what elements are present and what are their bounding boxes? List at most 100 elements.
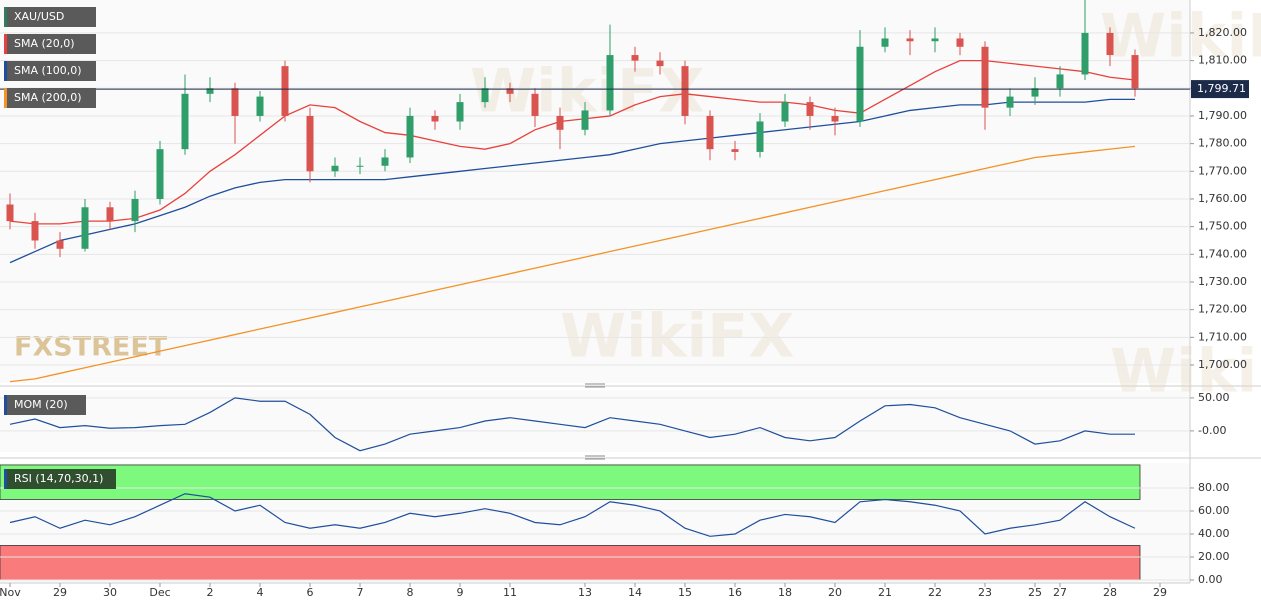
x-tick-label: 16 bbox=[728, 586, 742, 599]
x-tick-label: 11 bbox=[503, 586, 517, 599]
resize-handle[interactable] bbox=[585, 383, 605, 460]
legend-label: RSI (14,70,30,1) bbox=[14, 472, 103, 485]
legend-box[interactable] bbox=[4, 395, 86, 415]
indicator-line bbox=[9, 493, 1136, 537]
candle-body bbox=[1081, 32, 1089, 75]
legend-label: SMA (100,0) bbox=[14, 64, 82, 77]
candle-body bbox=[481, 88, 489, 103]
x-tick-label: 15 bbox=[678, 586, 692, 599]
candle-body bbox=[56, 240, 64, 249]
y-tick-label: 0.00 bbox=[1198, 573, 1223, 586]
legend-box[interactable] bbox=[4, 61, 96, 81]
candle-body bbox=[406, 115, 414, 158]
x-tick-label: 18 bbox=[778, 586, 792, 599]
candle-body bbox=[356, 165, 364, 167]
candle-body bbox=[206, 88, 214, 94]
watermark: WikiFX bbox=[1110, 337, 1261, 407]
candle-body bbox=[381, 157, 389, 166]
sma-line bbox=[9, 98, 1135, 264]
candle-body bbox=[231, 88, 239, 116]
legend-box[interactable] bbox=[4, 34, 96, 54]
indicator-line bbox=[9, 397, 1135, 452]
legend-label: SMA (20,0) bbox=[14, 37, 75, 50]
rsi-band bbox=[0, 545, 1141, 581]
legend-label: MOM (20) bbox=[14, 398, 68, 411]
x-tick-label: 2 bbox=[207, 586, 214, 599]
x-tick-label: 13 bbox=[578, 586, 592, 599]
candle-body bbox=[731, 149, 739, 152]
candle-body bbox=[956, 38, 964, 47]
y-tick-label: 60.00 bbox=[1198, 504, 1230, 517]
main-panel bbox=[0, 0, 1190, 383]
y-tick-label: 1,750.00 bbox=[1198, 220, 1247, 233]
y-tick-label: 1,730.00 bbox=[1198, 275, 1247, 288]
x-tick-label: 9 bbox=[457, 586, 464, 599]
y-tick-label: 1,720.00 bbox=[1198, 303, 1247, 316]
x-tick-label: Dec bbox=[149, 586, 170, 599]
y-tick-label: 1,710.00 bbox=[1198, 330, 1247, 343]
candle-body bbox=[331, 165, 339, 172]
y-tick-label: 1,700.00 bbox=[1198, 358, 1247, 371]
legend-swatch bbox=[4, 7, 7, 27]
x-tick-label: 29 bbox=[53, 586, 67, 599]
legend-swatch bbox=[4, 88, 7, 108]
x-tick-label: 29 bbox=[1153, 586, 1167, 599]
x-tick-label: 23 bbox=[978, 586, 992, 599]
y-tick-label: 80.00 bbox=[1198, 481, 1230, 494]
candle-body bbox=[856, 46, 864, 122]
legend-swatch bbox=[4, 469, 7, 489]
y-tick-label: -0.00 bbox=[1198, 424, 1226, 437]
last-price-box bbox=[1191, 80, 1249, 99]
candle-body bbox=[831, 115, 839, 122]
y-tick-label: 20.00 bbox=[1198, 550, 1230, 563]
y-tick-label: 1,740.00 bbox=[1198, 247, 1247, 260]
candle-body bbox=[431, 115, 439, 122]
y-tick-label: 1,810.00 bbox=[1198, 54, 1247, 67]
candle-body bbox=[706, 115, 714, 150]
y-tick-label: 1,790.00 bbox=[1198, 109, 1247, 122]
legend-swatch bbox=[4, 395, 7, 415]
candle-body bbox=[681, 66, 689, 116]
y-tick-label: 1,780.00 bbox=[1198, 137, 1247, 150]
x-tick-label: 4 bbox=[257, 586, 264, 599]
candle-body bbox=[656, 60, 664, 67]
candle-body bbox=[6, 204, 14, 222]
y-tick-label: 40.00 bbox=[1198, 527, 1230, 540]
legend-label: XAU/USD bbox=[14, 10, 64, 23]
candle-body bbox=[81, 207, 89, 249]
y-tick-label: 1,770.00 bbox=[1198, 164, 1247, 177]
x-tick-label: 20 bbox=[828, 586, 842, 599]
candle-body bbox=[806, 102, 814, 116]
rsi-band bbox=[0, 464, 1141, 500]
candle-body bbox=[906, 38, 914, 42]
candle-body bbox=[181, 93, 189, 150]
legend-box[interactable] bbox=[4, 88, 96, 108]
legend-label: SMA (200,0) bbox=[14, 91, 82, 104]
legend-box[interactable] bbox=[4, 7, 96, 27]
legend-box[interactable] bbox=[4, 469, 116, 489]
candle-body bbox=[581, 110, 589, 130]
candle-body bbox=[106, 207, 114, 222]
candle-body bbox=[781, 102, 789, 122]
candle-body bbox=[556, 115, 564, 130]
candle-body bbox=[981, 46, 989, 108]
sma-line bbox=[9, 59, 1136, 225]
candle-body bbox=[131, 198, 139, 222]
candle-body bbox=[756, 121, 764, 152]
x-tick-label: 28 bbox=[1103, 586, 1117, 599]
candle-body bbox=[1031, 88, 1039, 97]
candle-body bbox=[531, 93, 539, 116]
candle-body bbox=[606, 55, 614, 111]
x-tick-label: 25 bbox=[1028, 586, 1042, 599]
x-tick-label: 6 bbox=[307, 586, 314, 599]
watermark: WikiFX bbox=[560, 302, 794, 372]
candle-body bbox=[506, 88, 514, 94]
candle-body bbox=[256, 96, 264, 116]
sma-line bbox=[9, 145, 1136, 383]
y-tick-label: 1,760.00 bbox=[1198, 192, 1247, 205]
x-tick-label: 27 bbox=[1053, 586, 1067, 599]
candle-body bbox=[931, 38, 939, 42]
legend-swatch bbox=[4, 34, 7, 54]
x-tick-label: 14 bbox=[628, 586, 642, 599]
